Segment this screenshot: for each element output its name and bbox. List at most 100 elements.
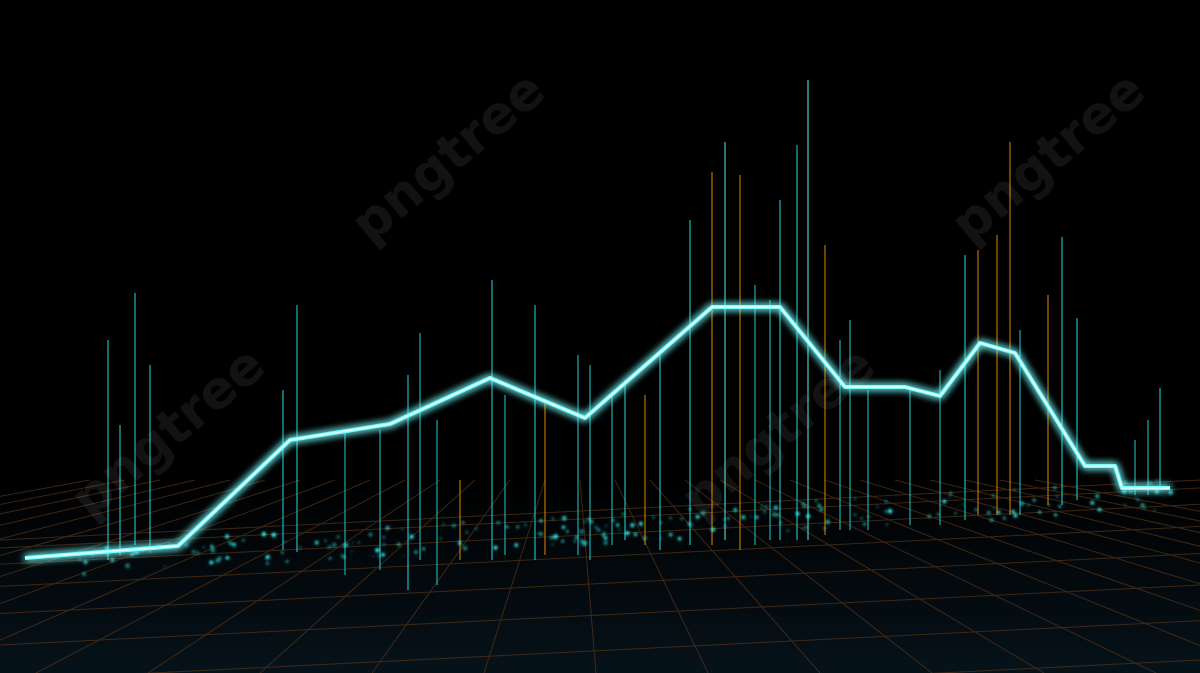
particle — [202, 546, 205, 549]
particle — [860, 517, 863, 520]
grid-line — [0, 553, 1200, 615]
grid-line — [0, 479, 301, 578]
floor-grid — [0, 479, 1200, 673]
particle — [340, 554, 345, 558]
particle — [1168, 490, 1174, 495]
particle — [505, 525, 509, 529]
particle — [1002, 516, 1006, 520]
grid-line — [0, 479, 196, 526]
particle — [961, 503, 964, 506]
particle — [465, 531, 468, 534]
particle — [225, 534, 230, 539]
particle — [936, 513, 940, 516]
particle — [261, 531, 267, 537]
grid-line — [0, 503, 1200, 565]
particle — [351, 542, 354, 545]
particle — [225, 556, 230, 560]
particle — [265, 554, 270, 559]
grid-line — [0, 479, 371, 641]
grid-line — [259, 479, 476, 673]
particle — [669, 516, 672, 520]
particle — [774, 512, 780, 518]
particle — [336, 535, 340, 539]
particle — [82, 572, 86, 576]
particle — [772, 513, 775, 516]
particle — [802, 526, 805, 529]
particle — [1155, 479, 1158, 482]
particle — [741, 515, 746, 520]
grid-line — [0, 584, 1200, 646]
particle — [331, 542, 337, 548]
grid-line — [684, 479, 933, 673]
particle — [805, 526, 808, 529]
particle — [493, 545, 498, 550]
particle — [168, 542, 171, 545]
particle — [377, 554, 381, 558]
particle — [539, 519, 543, 523]
particle — [553, 534, 559, 539]
particle — [523, 523, 527, 527]
particle — [1095, 493, 1100, 499]
particle — [1055, 495, 1059, 498]
particle — [125, 563, 130, 569]
particle — [594, 525, 598, 529]
particle — [687, 521, 692, 526]
grid-line — [719, 479, 1045, 673]
grid-line — [999, 479, 1200, 522]
particle — [625, 531, 630, 536]
particle — [314, 540, 319, 545]
particle — [942, 499, 947, 504]
particle — [695, 514, 700, 519]
particle — [217, 556, 223, 561]
particle — [817, 503, 821, 508]
particle — [723, 524, 727, 528]
particle — [561, 515, 567, 521]
particle — [1052, 486, 1057, 490]
grid-line — [824, 479, 1200, 611]
particle — [1062, 502, 1065, 504]
particle — [104, 546, 109, 550]
particle — [1136, 498, 1140, 502]
grid-line — [371, 479, 511, 673]
particle — [575, 536, 578, 539]
particle — [551, 543, 554, 546]
particle — [357, 541, 360, 544]
particle — [622, 512, 625, 516]
particle — [991, 494, 995, 497]
particle — [130, 552, 135, 557]
particle — [802, 504, 807, 509]
particle — [475, 527, 478, 530]
particle — [596, 528, 601, 532]
grid-line — [0, 479, 266, 557]
particle — [516, 525, 520, 529]
particle — [823, 527, 826, 530]
particle — [458, 540, 461, 543]
particle — [328, 556, 332, 560]
particle — [993, 507, 995, 510]
particle — [350, 550, 353, 553]
particle — [1097, 507, 1102, 512]
particle — [1054, 513, 1057, 517]
grid-line — [0, 525, 1200, 587]
particle — [819, 507, 824, 512]
particle — [265, 561, 269, 565]
particle — [691, 524, 694, 527]
particle — [514, 543, 519, 548]
particle — [539, 531, 544, 536]
particle — [1121, 489, 1127, 494]
particle — [760, 507, 763, 510]
grid-line — [147, 479, 441, 673]
particle — [603, 536, 608, 540]
grid-line — [964, 479, 1200, 534]
particle — [463, 546, 468, 551]
particle — [184, 542, 189, 548]
particle — [1047, 504, 1051, 507]
particle — [549, 535, 554, 540]
particle — [110, 558, 115, 562]
particle — [589, 519, 594, 524]
grid-line — [35, 479, 406, 673]
particle — [414, 550, 418, 554]
particle — [1058, 505, 1062, 508]
